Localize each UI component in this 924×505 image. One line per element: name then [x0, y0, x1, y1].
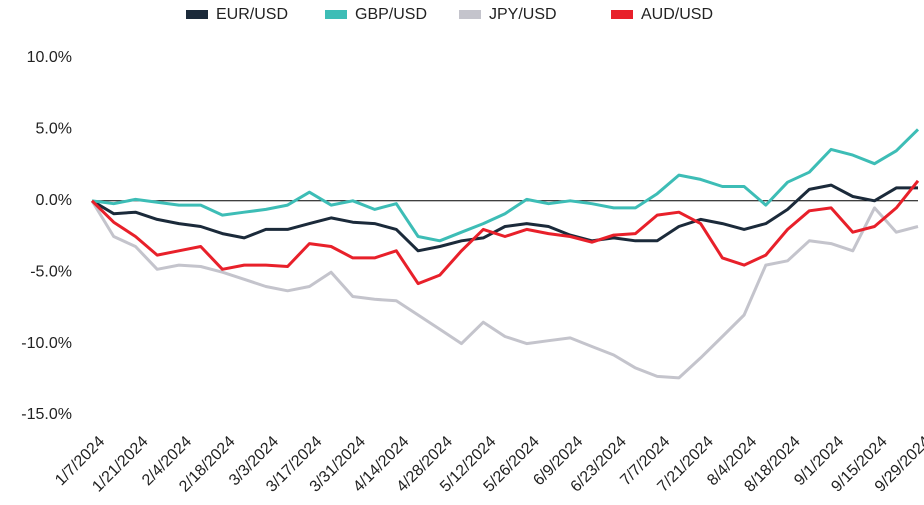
- legend-label: GBP/USD: [355, 6, 427, 23]
- legend-swatch: [459, 10, 481, 19]
- legend-label: AUD/USD: [641, 6, 713, 23]
- y-tick-label: -15.0%: [21, 406, 72, 423]
- legend-label: JPY/USD: [489, 6, 557, 23]
- legend-swatch: [186, 10, 208, 19]
- y-tick-label: -5.0%: [30, 263, 72, 280]
- y-tick-label: 0.0%: [36, 192, 72, 209]
- series-line: [91, 128, 920, 243]
- legend-swatch: [611, 10, 633, 19]
- series-line: [91, 183, 918, 253]
- legend-label: EUR/USD: [216, 6, 288, 23]
- legend-swatch: [325, 10, 347, 19]
- y-tick-label: 5.0%: [36, 121, 72, 138]
- y-tick-label: -10.0%: [21, 335, 72, 352]
- series-line: [90, 200, 919, 380]
- series-line: [90, 179, 920, 286]
- y-tick-label: 10.0%: [27, 49, 72, 66]
